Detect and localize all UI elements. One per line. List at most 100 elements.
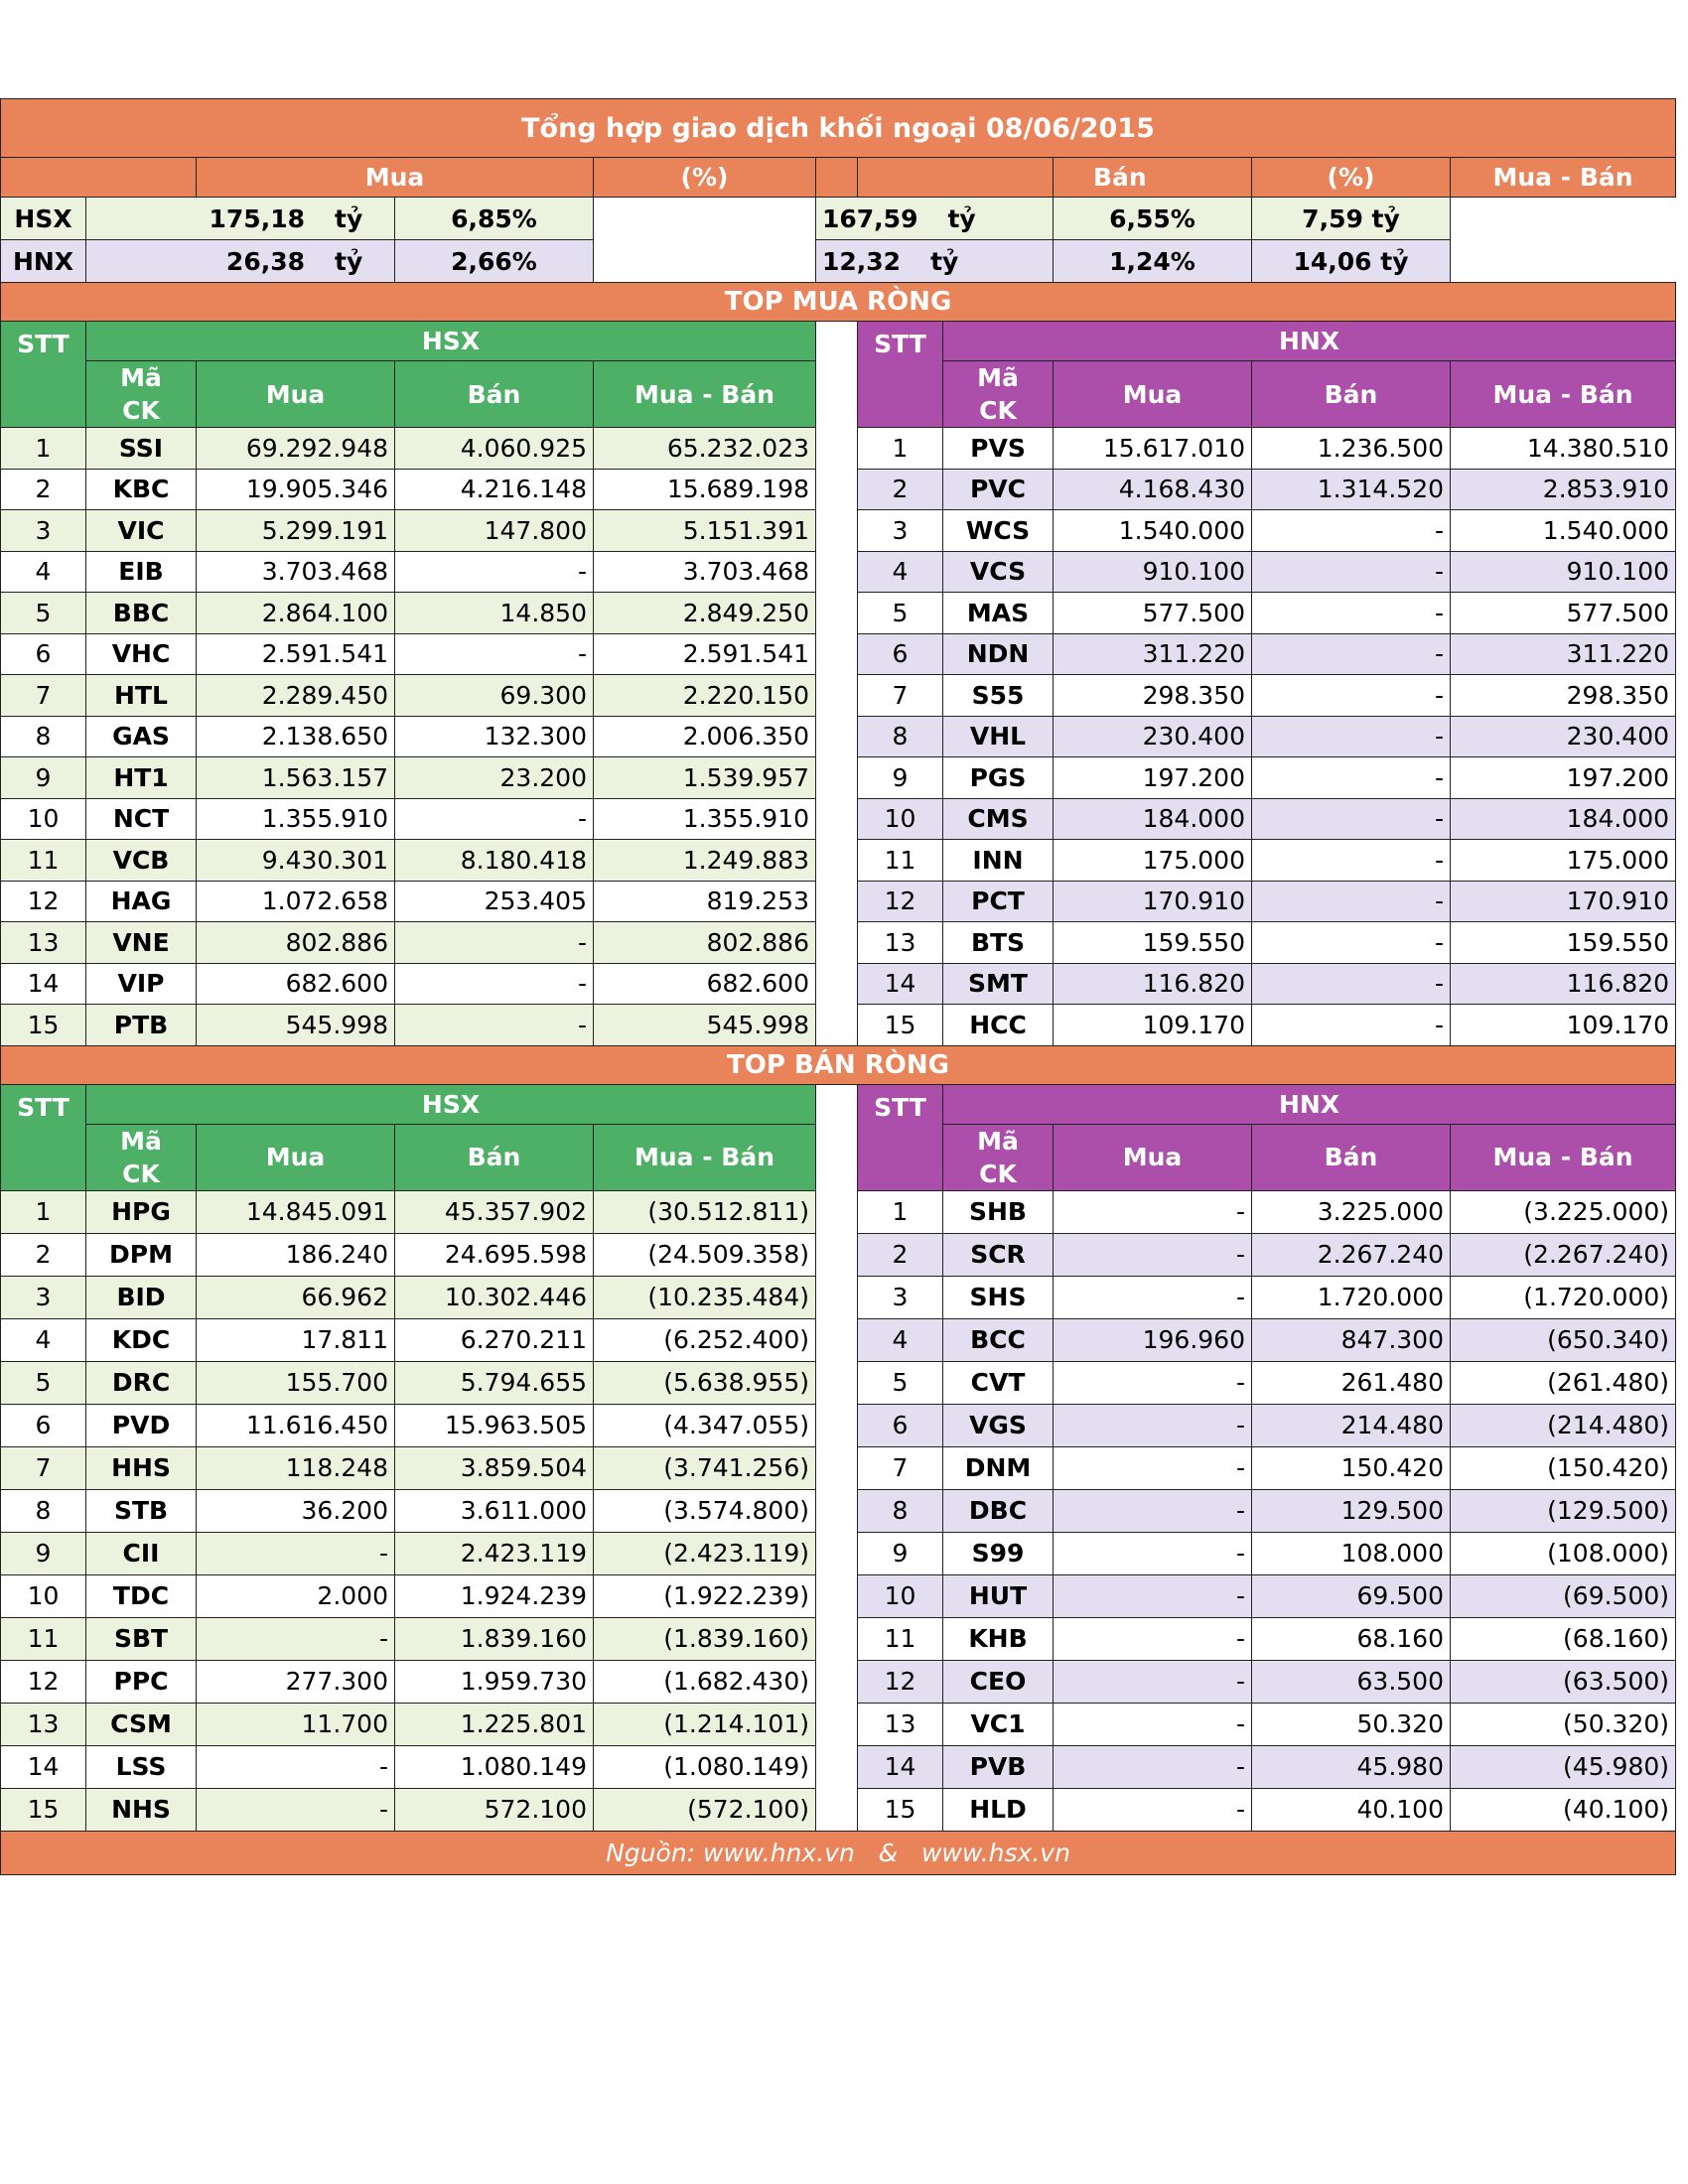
mua-header: Mua: [1053, 1123, 1252, 1191]
net-header: Mua - Bán: [593, 360, 816, 428]
ban-cell: 5.794.655: [394, 1360, 594, 1405]
stt-cell: 7: [0, 1445, 86, 1490]
hsx-group-header: HSX: [85, 1083, 816, 1125]
table-row: 7 HHS 118.248 3.859.504 (3.741.256) 7 DNM -150.…: [0, 1445, 1677, 1490]
ticker-cell: VHC: [85, 632, 197, 675]
mua-cell: 118.248: [196, 1445, 395, 1490]
ma-ck-header-line: Mã: [977, 363, 1019, 392]
ban-cell: -: [1251, 756, 1451, 799]
gap-cell: [815, 1233, 858, 1276]
ticker-cell: GAS: [85, 715, 197, 757]
ticker-cell: STB: [85, 1488, 197, 1533]
ticker-cell: SCR: [942, 1232, 1054, 1277]
ban-cell: 1.314.520: [1251, 468, 1451, 510]
table-row: 10 NCT 1.355.910-1.355.910 10 CMS 184.000-184…: [0, 797, 1677, 840]
stt-cell: 10: [857, 797, 943, 840]
net-cell: (150.420): [1449, 1445, 1677, 1490]
table-row: 14 VIP 682.600-682.600 14 SMT 116.820-116.820: [0, 962, 1677, 1005]
ban-cell: 150.420: [1251, 1445, 1451, 1490]
summary-mua-value: 175,18 tỷ: [85, 197, 395, 240]
mua-cell: 545.998: [196, 1004, 395, 1046]
gap-cell: [815, 1190, 858, 1233]
ticker-cell: CMS: [942, 797, 1054, 840]
ticker-cell: SSI: [85, 427, 197, 470]
stt-cell: 3: [857, 1275, 943, 1319]
ban-cell: 108.000: [1251, 1531, 1451, 1575]
ticker-cell: PVS: [942, 427, 1054, 470]
net-cell: (10.235.484): [593, 1275, 816, 1319]
ticker-cell: NCT: [85, 797, 197, 840]
table-row: 9 HT1 1.563.157 23.200 1.539.957 9 PGS 197.200-…: [0, 756, 1677, 799]
ban-cell: 129.500: [1251, 1488, 1451, 1533]
stt-cell: 7: [0, 674, 86, 717]
net-cell: (108.000): [1449, 1531, 1677, 1575]
ticker-cell: SBT: [85, 1616, 197, 1661]
summary-row: HNX 26,38 tỷ 2,66% 12,32 tỷ 1,24% 14,06 tỷ: [0, 239, 1676, 283]
ticker-cell: VIP: [85, 962, 197, 1005]
ticker-cell: DNM: [942, 1445, 1054, 1490]
ticker-cell: MAS: [942, 592, 1054, 634]
stt-cell: 5: [857, 592, 943, 634]
net-cell: 1.355.910: [593, 797, 816, 840]
summary-exchange: HNX: [0, 239, 86, 283]
table-row: 5 DRC 155.700 5.794.655 (5.638.955) 5 CVT -261.…: [0, 1360, 1677, 1405]
ticker-cell: HT1: [85, 756, 197, 799]
ban-cell: -: [394, 1004, 594, 1046]
mua-cell: 109.170: [1053, 1004, 1252, 1046]
page-title: Tổng hợp giao dịch khối ngoại 08/06/2015: [0, 98, 1677, 158]
ticker-cell: PVB: [942, 1744, 1054, 1789]
ticker-cell: VCS: [942, 550, 1054, 593]
mua-cell: 1.072.658: [196, 880, 395, 922]
ticker-cell: S99: [942, 1531, 1054, 1575]
mua-cell: 311.220: [1053, 632, 1252, 675]
ban-cell: -: [1251, 880, 1451, 922]
net-cell: 802.886: [593, 921, 816, 964]
table-row: 6 PVD 11.616.450 15.963.505 (4.347.055) 6 VGS -…: [0, 1403, 1677, 1447]
net-header: Mua - Bán: [1449, 1123, 1677, 1191]
table-row: 14 LSS -1.080.149 (1.080.149) 14 PVB -45.980 (4…: [0, 1744, 1677, 1789]
ban-cell: 3.611.000: [394, 1488, 594, 1533]
stt-cell: 14: [857, 1744, 943, 1789]
ban-cell: -: [1251, 632, 1451, 675]
table-row: 13 CSM 11.700 1.225.801 (1.214.101) 13 VC1-50.…: [0, 1702, 1677, 1746]
ban-cell: -: [1251, 715, 1451, 757]
stt-cell: 6: [0, 1403, 86, 1447]
ban-cell: -: [1251, 509, 1451, 552]
mua-cell: -: [196, 1616, 395, 1661]
stt-cell: 7: [857, 1445, 943, 1490]
ban-cell: -: [1251, 592, 1451, 634]
gap-cell: [815, 427, 858, 469]
net-cell: (4.347.055): [593, 1403, 816, 1447]
mua-cell: 19.905.346: [196, 468, 395, 510]
gap-cell: [815, 674, 858, 716]
mua-cell: 802.886: [196, 921, 395, 964]
mua-cell: 230.400: [1053, 715, 1252, 757]
gap-cell: [593, 197, 816, 240]
ticker-cell: NHS: [85, 1787, 197, 1832]
gap-cell: [815, 798, 858, 840]
mua-cell: 197.200: [1053, 756, 1252, 799]
net-cell: (45.980): [1449, 1744, 1677, 1789]
ticker-cell: HAG: [85, 880, 197, 922]
mua-cell: 577.500: [1053, 592, 1252, 634]
mua-cell: 184.000: [1053, 797, 1252, 840]
gap-cell: [815, 1788, 858, 1831]
ban-header: Bán: [1251, 1123, 1451, 1191]
source-footer: Nguồn: www.hnx.vn & www.hsx.vn: [0, 1830, 1677, 1875]
summary-unit: tỷ: [335, 246, 363, 276]
ticker-cell: CII: [85, 1531, 197, 1575]
summary-net: 7,59 tỷ: [1251, 197, 1451, 240]
net-cell: (3.741.256): [593, 1445, 816, 1490]
stt-cell: 15: [0, 1787, 86, 1832]
ban-cell: 1.959.730: [394, 1659, 594, 1704]
net-cell: (2.267.240): [1449, 1232, 1677, 1277]
foreign-trading-table: Tổng hợp giao dịch khối ngoại 08/06/2015…: [0, 98, 1677, 1875]
ban-cell: 2.423.119: [394, 1531, 594, 1575]
ticker-cell: CVT: [942, 1360, 1054, 1405]
net-cell: 545.998: [593, 1004, 816, 1046]
mua-cell: -: [196, 1744, 395, 1789]
net-cell: 819.253: [593, 880, 816, 922]
stt-cell: 11: [857, 1616, 943, 1661]
mua-cell: 11.700: [196, 1702, 395, 1746]
section-title-row: TOP MUA RÒNG: [0, 282, 1677, 322]
